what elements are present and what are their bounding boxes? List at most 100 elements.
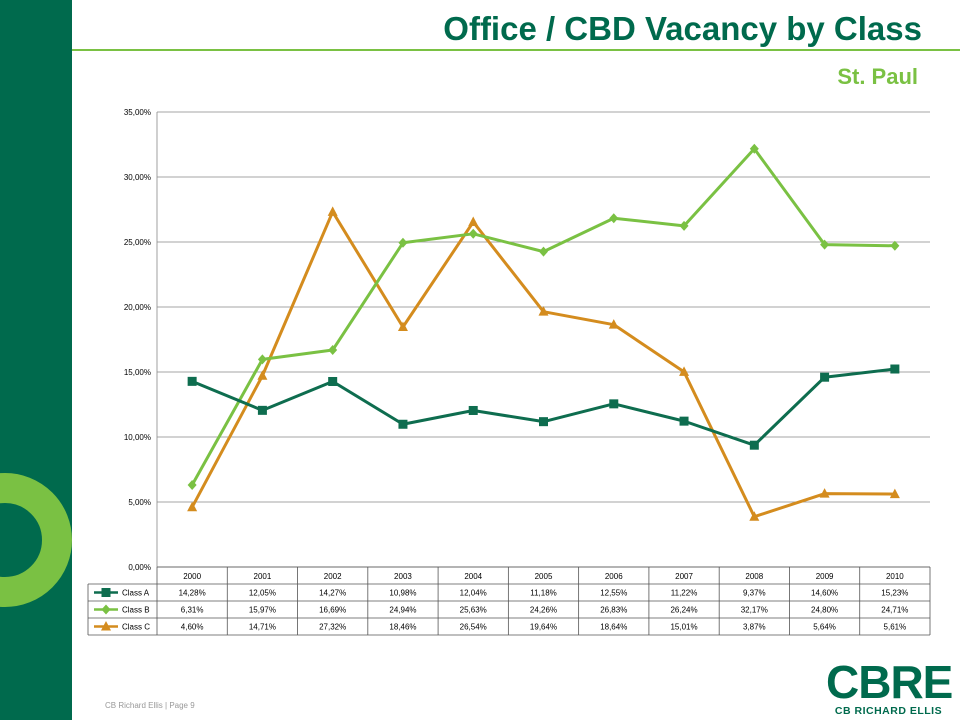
- data-point: [820, 239, 830, 250]
- data-point: [609, 399, 619, 409]
- data-point: [328, 376, 338, 386]
- data-label: 5,64%: [813, 623, 836, 632]
- x-tick-label: 2001: [254, 572, 272, 581]
- data-point: [538, 306, 549, 316]
- x-tick-label: 2002: [324, 572, 342, 581]
- data-label: 11,22%: [671, 589, 698, 598]
- y-tick-label: 35,00%: [124, 108, 151, 117]
- data-point: [609, 213, 619, 224]
- y-tick-label: 20,00%: [124, 303, 151, 312]
- data-label: 19,64%: [530, 623, 557, 632]
- x-tick-label: 2005: [535, 572, 553, 581]
- data-point: [819, 488, 830, 498]
- data-label: 18,64%: [600, 623, 627, 632]
- data-point: [608, 319, 619, 329]
- data-label: 12,05%: [249, 589, 276, 598]
- data-label: 24,80%: [811, 606, 838, 615]
- data-point: [679, 366, 690, 376]
- legend-label: Class B: [122, 606, 150, 615]
- data-point: [468, 228, 478, 239]
- y-tick-label: 25,00%: [124, 238, 151, 247]
- logo-wordmark: CBRE: [826, 656, 953, 708]
- title-rule: [72, 49, 960, 51]
- data-label: 26,54%: [460, 623, 487, 632]
- data-point: [398, 237, 408, 248]
- data-point: [398, 419, 408, 429]
- legend-label: Class A: [122, 589, 150, 598]
- data-point: [820, 372, 830, 382]
- data-point: [890, 364, 900, 374]
- y-tick-label: 10,00%: [124, 433, 151, 442]
- data-label: 10,98%: [389, 589, 416, 598]
- page-title: Office / CBD Vacancy by Class: [443, 10, 922, 47]
- data-point: [679, 416, 689, 426]
- x-tick-label: 2007: [675, 572, 693, 581]
- data-label: 27,32%: [319, 623, 346, 632]
- legend-key-marker: [101, 621, 111, 631]
- data-point: [187, 376, 197, 386]
- data-label: 11,18%: [530, 589, 557, 598]
- data-label: 32,17%: [741, 606, 768, 615]
- data-point: [327, 206, 338, 216]
- data-label: 14,60%: [811, 589, 838, 598]
- data-point: [187, 479, 197, 490]
- brand-arc-icon: [0, 473, 72, 607]
- data-point: [679, 220, 689, 231]
- y-tick-label: 30,00%: [124, 173, 151, 182]
- y-tick-label: 0,00%: [128, 563, 151, 572]
- data-point: [257, 370, 268, 380]
- data-label: 26,24%: [670, 606, 697, 615]
- data-point: [257, 354, 267, 365]
- data-label: 15,01%: [670, 623, 697, 632]
- data-label: 25,63%: [460, 606, 487, 615]
- logo-subtitle: CB RICHARD ELLIS: [834, 705, 943, 717]
- data-label: 9,37%: [743, 589, 766, 598]
- data-label: 24,94%: [389, 606, 416, 615]
- series-line-class-c: [190, 210, 895, 519]
- data-point: [539, 246, 548, 257]
- data-label: 14,28%: [179, 589, 206, 598]
- data-label: 14,27%: [319, 589, 346, 598]
- data-label: 26,83%: [600, 606, 627, 615]
- x-tick-label: 2006: [605, 572, 623, 581]
- series-line-class-b: [190, 147, 895, 486]
- data-label: 12,55%: [600, 589, 627, 598]
- cbre-logo: CBRE CB RICHARD ELLIS: [826, 656, 953, 717]
- data-point: [749, 440, 759, 450]
- data-point: [468, 216, 479, 226]
- series-line-class-a: [191, 367, 896, 447]
- page-subtitle: St. Paul: [837, 64, 918, 89]
- data-label: 16,69%: [319, 606, 346, 615]
- x-tick-label: 2003: [394, 572, 412, 581]
- data-label: 12,04%: [460, 589, 487, 598]
- data-label: 14,71%: [249, 623, 276, 632]
- x-tick-label: 2008: [745, 572, 763, 581]
- y-tick-label: 5,00%: [128, 498, 151, 507]
- data-label: 15,97%: [249, 606, 276, 615]
- legend-key-marker: [101, 588, 111, 597]
- data-label: 6,31%: [181, 606, 204, 615]
- page-footer: CB Richard Ellis | Page 9: [105, 701, 195, 710]
- data-label: 5,61%: [884, 623, 907, 632]
- data-point: [890, 240, 900, 251]
- legend-key-marker: [101, 604, 111, 615]
- x-tick-label: 2000: [183, 572, 201, 581]
- data-point: [539, 417, 548, 427]
- x-tick-label: 2010: [886, 572, 904, 581]
- legend-label: Class C: [122, 623, 150, 632]
- data-label: 3,87%: [743, 623, 766, 632]
- data-label: 15,23%: [881, 589, 908, 598]
- data-point: [749, 143, 759, 154]
- data-label: 24,26%: [530, 606, 557, 615]
- data-label: 24,71%: [881, 606, 908, 615]
- y-tick-label: 15,00%: [124, 368, 151, 377]
- data-point: [187, 501, 198, 512]
- data-label: 4,60%: [181, 623, 204, 632]
- brand-sidebar: [0, 0, 72, 720]
- data-point: [257, 405, 267, 415]
- x-tick-label: 2009: [816, 572, 834, 581]
- data-point: [889, 488, 900, 499]
- x-tick-label: 2004: [464, 572, 482, 581]
- data-point: [749, 511, 760, 521]
